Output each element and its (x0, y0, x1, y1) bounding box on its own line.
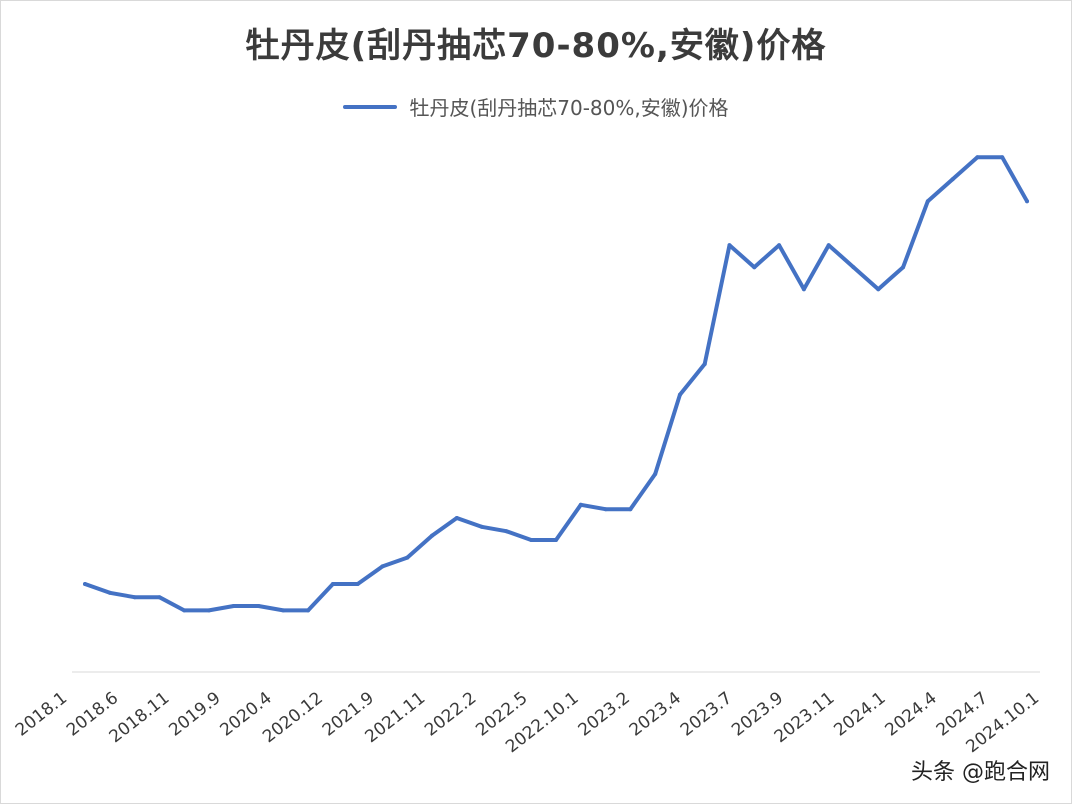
data-point (851, 265, 856, 270)
data-point (1000, 155, 1005, 160)
data-point (454, 516, 459, 520)
x-tick-label: 2023.2 (575, 688, 634, 740)
data-point (752, 265, 757, 270)
data-point (157, 595, 162, 600)
data-point (826, 243, 831, 248)
data-point (578, 502, 583, 507)
x-tick-label: 2023.4 (626, 688, 685, 740)
data-point (777, 243, 782, 248)
x-tick-label: 2022.2 (421, 688, 480, 740)
x-tick-label: 2024.4 (882, 688, 941, 740)
data-point (206, 608, 211, 613)
data-point (727, 243, 732, 248)
data-point (281, 608, 286, 613)
data-point (901, 265, 906, 270)
data-point (231, 604, 236, 608)
data-point (702, 362, 707, 366)
data-point (975, 155, 980, 160)
data-point (83, 582, 87, 586)
series-line (83, 155, 1029, 613)
data-point (628, 507, 633, 512)
data-point (653, 472, 658, 476)
data-point (801, 287, 806, 292)
data-point (380, 564, 385, 569)
data-point (925, 199, 930, 204)
data-point (554, 538, 558, 542)
data-point (876, 287, 881, 292)
legend-label: 牡丹皮(刮丹抽芯70-80%,安徽)价格 (409, 96, 729, 120)
chart-title: 牡丹皮(刮丹抽芯70-80%,安徽)价格 (245, 26, 827, 66)
data-point (306, 608, 311, 613)
data-point (256, 604, 261, 608)
data-point (330, 582, 335, 586)
data-point (603, 507, 608, 512)
watermark: 头条 @跑合网 (911, 760, 1050, 785)
data-point (132, 595, 137, 600)
data-point (182, 608, 187, 613)
data-point (107, 590, 112, 595)
data-point (355, 582, 360, 586)
x-tick-label: 2023.7 (677, 688, 736, 740)
data-point (479, 524, 484, 529)
data-point (950, 177, 955, 182)
data-point (405, 555, 410, 560)
x-tick-label: 2019.9 (165, 688, 224, 740)
data-point (504, 529, 509, 534)
data-point (529, 538, 534, 542)
chart-legend: 牡丹皮(刮丹抽芯70-80%,安徽)价格 (0, 92, 1072, 121)
legend-swatch (343, 104, 398, 109)
x-tick-label: 2018.1 (12, 688, 71, 740)
data-point (677, 392, 682, 397)
x-tick-label: 2024.1 (830, 688, 889, 740)
data-point (430, 533, 435, 538)
data-point (1025, 199, 1029, 204)
